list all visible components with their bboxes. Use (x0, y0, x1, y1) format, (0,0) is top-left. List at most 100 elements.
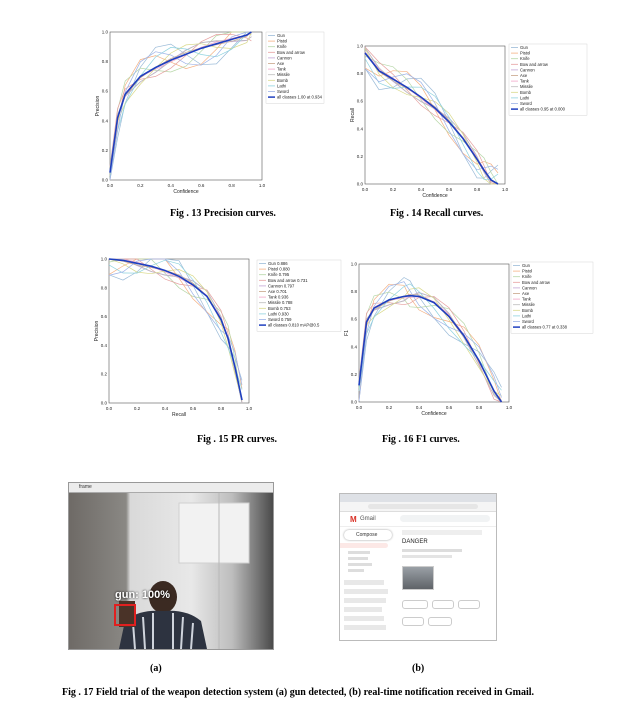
pr-xtick: 0.6 (190, 406, 197, 411)
precision-ytick: 0.0 (102, 178, 109, 183)
pr-class-line-9 (108, 259, 243, 390)
f1-class-line-1 (358, 283, 502, 403)
pr-chart: 0.0 0.0 0.2 0.2 0.4 0.4 0.6 0.6 0.8 0.8 1.0 1.0 Reca… (87, 254, 345, 420)
recall-legend-entry: Pistol (520, 51, 530, 56)
recall-ytick: 0.6 (357, 99, 364, 104)
recall-legend-entry: Missile (520, 84, 533, 89)
gmail-screenshot: M Gmail Compose DANGER (339, 493, 497, 641)
pr-ylabel: Precision (94, 321, 100, 342)
precision-xtick: 0.0 (107, 183, 114, 188)
gmail-sidebar: Compose (340, 527, 396, 640)
pr-legend-entry: Missile 0.788 (268, 300, 293, 305)
f1-class-line-8 (358, 287, 502, 396)
photo-scene (69, 493, 273, 649)
f1-xtick: 0.4 (416, 405, 423, 410)
pr-legend-entry: Tank 0.936 (268, 295, 289, 300)
recall-legend-entry: Gun (520, 45, 529, 50)
f1-xtick: 1.0 (506, 405, 513, 410)
precision-class-line-8 (109, 32, 252, 168)
recall-caption: Fig . 14 Recall curves. (390, 208, 484, 219)
compose-label: Compose (356, 532, 378, 538)
f1-ytick: 0.8 (351, 289, 358, 294)
pr-legend-entry: Sword 0.759 (268, 317, 292, 322)
photo-scene-svg (114, 493, 250, 649)
recall-all-classes-line (364, 52, 499, 185)
pr-legend-box (256, 259, 342, 332)
pr-xtick: 0.4 (162, 406, 169, 411)
pr-legend-entry: Axe 0.701 (268, 289, 288, 294)
f1-all-classes-line (358, 294, 503, 403)
recall-ytick: 0.4 (357, 126, 364, 131)
f1-plot-frame (358, 263, 510, 403)
precision-legend-entry: Lathi (277, 83, 286, 88)
f1-caption: Fig . 16 F1 curves. (382, 434, 460, 445)
precision-ylabel: Precision (95, 96, 101, 117)
gmail-header: M Gmail (340, 512, 496, 527)
person-head (149, 581, 177, 613)
pr-chart-svg: 0.00.0 0.2 0.2 0.4 0.4 0.6 0.6 0.8 0.8 1.0 1.0 Reca… (94, 257, 342, 418)
f1-legend-entry: Tank (522, 297, 532, 302)
precision-class-line-9 (109, 31, 252, 179)
gmail-sublabel: (b) (412, 663, 425, 674)
gun-detection-photo: frame gun: 100% (68, 482, 274, 650)
pr-legend-entry: Knife 0.795 (268, 272, 290, 277)
f1-xtick: 0.0 (356, 405, 363, 410)
pr-ytick: 1.0 (101, 257, 108, 262)
f1-ytick: 0.2 (351, 372, 358, 377)
f1-ytick: 0.6 (351, 317, 358, 322)
precision-legend-entry: Sword (277, 89, 290, 94)
precision-xtick: 0.4 (168, 183, 175, 188)
gmail-addressbar (340, 502, 496, 512)
recall-ytick: 1.0 (357, 44, 364, 49)
recall-xtick: 0.4 (418, 187, 425, 192)
precision-class-line-3 (109, 33, 252, 167)
pr-legend-entry: Bow and arrow 0.731 (268, 278, 308, 283)
recall-ytick: 0.0 (357, 182, 364, 187)
f1-legend-box (510, 261, 594, 334)
photo-window-titlebar: frame (69, 483, 273, 493)
f1-legend-entry: Missile (522, 302, 535, 307)
recall-xtick: 0.2 (390, 187, 397, 192)
precision-legend-entry: Bomb (277, 78, 289, 83)
f1-legend-entry: Cannon (522, 285, 537, 290)
recall-legend-entry-main: all classes 0.95 at 0.000 (520, 107, 566, 112)
recall-legend-entry: Cannon (520, 67, 535, 72)
precision-legend-entry: Pistol (277, 39, 287, 44)
precision-xlabel: Confidence (173, 189, 199, 195)
pr-xtick: 1.0 (246, 406, 253, 411)
f1-legend-entry: Pistol (522, 269, 532, 274)
person-shirt (119, 610, 207, 649)
precision-all-classes-line (109, 31, 252, 173)
recall-legend-entry: Axe (520, 73, 528, 78)
compose-button[interactable]: Compose (344, 530, 392, 540)
precision-ytick: 0.4 (102, 118, 109, 123)
hand (119, 601, 135, 627)
f1-legend-entry-main: all classes 0.77 at 0.338 (522, 325, 568, 330)
precision-legend-entry: Axe (277, 61, 285, 66)
recall-xtick: 0.8 (474, 187, 481, 192)
recall-ylabel: Recall (350, 108, 356, 122)
precision-legend-entry-main: all classes 1.00 at 0.934 (277, 95, 323, 100)
pr-xtick: 0.2 (134, 406, 141, 411)
precision-chart-svg: 0.00.0 0.2 0.2 0.4 0.4 0.6 0.6 0.8 0.8 1.0 1.0 Conf… (95, 30, 325, 195)
recall-class-line-2 (364, 55, 499, 185)
f1-xtick: 0.8 (476, 405, 483, 410)
recall-legend-entry: Bomb (520, 90, 532, 95)
recall-chart: 0.0 0.0 0.2 0.2 0.4 0.4 0.6 0.6 0.8 0.8 1.0 1.0 Conf… (343, 40, 593, 198)
pr-xlabel: Recall (172, 412, 186, 418)
recall-plot-frame (364, 45, 506, 185)
pr-ytick: 0.4 (101, 343, 108, 348)
precision-legend-entry: Missile (277, 72, 290, 77)
detection-box (114, 604, 136, 626)
mail-attachment-image (402, 566, 434, 590)
detection-label: gun: 100% (115, 589, 171, 601)
pr-legend-entry: Gun 0.886 (268, 261, 288, 266)
recall-class-line-3 (364, 46, 499, 185)
gmail-tabbar (340, 494, 496, 502)
precision-caption: Fig . 13 Precision curves. (170, 208, 276, 219)
f1-class-line-2 (358, 291, 502, 403)
recall-legend-box (508, 43, 588, 116)
gmail-app-name: Gmail (360, 516, 376, 522)
precision-ytick: 0.6 (102, 89, 109, 94)
precision-ytick: 0.8 (102, 59, 109, 64)
